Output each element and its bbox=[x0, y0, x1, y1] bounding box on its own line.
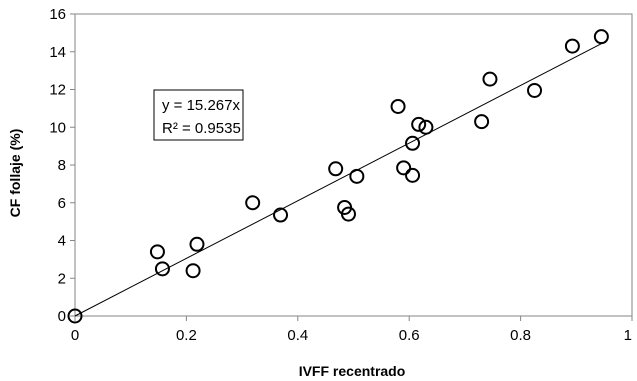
x-tick-label: 0 bbox=[71, 327, 79, 344]
data-points bbox=[67, 29, 609, 324]
plot-frame bbox=[74, 13, 633, 317]
equation-box-border bbox=[153, 89, 244, 141]
y-tick-label: 16 bbox=[49, 6, 66, 23]
data-point bbox=[405, 167, 421, 183]
data-point bbox=[390, 98, 406, 114]
y-tick-label: 14 bbox=[49, 44, 66, 61]
data-point bbox=[340, 206, 356, 222]
data-point bbox=[527, 82, 543, 98]
data-point bbox=[564, 38, 580, 54]
data-point bbox=[593, 29, 609, 45]
data-point bbox=[185, 263, 201, 279]
y-tick-label: 0 bbox=[58, 308, 66, 325]
x-tick-label: 0.6 bbox=[399, 327, 420, 344]
data-point bbox=[405, 135, 421, 151]
data-point bbox=[273, 207, 289, 223]
y-tick-label: 6 bbox=[58, 195, 66, 212]
data-point bbox=[149, 244, 165, 260]
x-axis-title: IVFF recentrado bbox=[299, 363, 406, 379]
r-squared-label: R² = 0.9535 bbox=[162, 120, 241, 137]
x-tick-label: 0.4 bbox=[287, 327, 308, 344]
y-tick-label: 4 bbox=[58, 233, 66, 250]
y-axis-ticks: 0 2 4 6 8 10 12 14 16 bbox=[49, 6, 75, 325]
data-point bbox=[154, 261, 170, 277]
data-point bbox=[411, 116, 427, 132]
data-point bbox=[418, 119, 434, 135]
data-point bbox=[396, 160, 412, 176]
data-point bbox=[245, 195, 261, 211]
y-tick-label: 8 bbox=[58, 157, 66, 174]
x-tick-label: 0.8 bbox=[510, 327, 531, 344]
x-tick-label: 0.2 bbox=[176, 327, 197, 344]
data-point bbox=[189, 236, 205, 252]
data-point bbox=[328, 161, 344, 177]
data-point bbox=[349, 168, 365, 184]
y-tick-label: 2 bbox=[58, 270, 66, 287]
x-axis-ticks: 0 0.2 0.4 0.6 0.8 1 bbox=[71, 316, 633, 344]
equation-box: y = 15.267x R² = 0.9535 bbox=[153, 89, 244, 141]
equation-label: y = 15.267x bbox=[162, 97, 240, 114]
data-point bbox=[67, 308, 83, 324]
trendline bbox=[74, 43, 602, 317]
y-axis-title: CF follaje (%) bbox=[7, 129, 23, 218]
x-tick-label: 1 bbox=[624, 327, 632, 344]
data-point bbox=[482, 71, 498, 87]
data-point bbox=[474, 114, 490, 130]
y-tick-label: 10 bbox=[49, 119, 66, 136]
y-tick-label: 12 bbox=[49, 82, 66, 99]
